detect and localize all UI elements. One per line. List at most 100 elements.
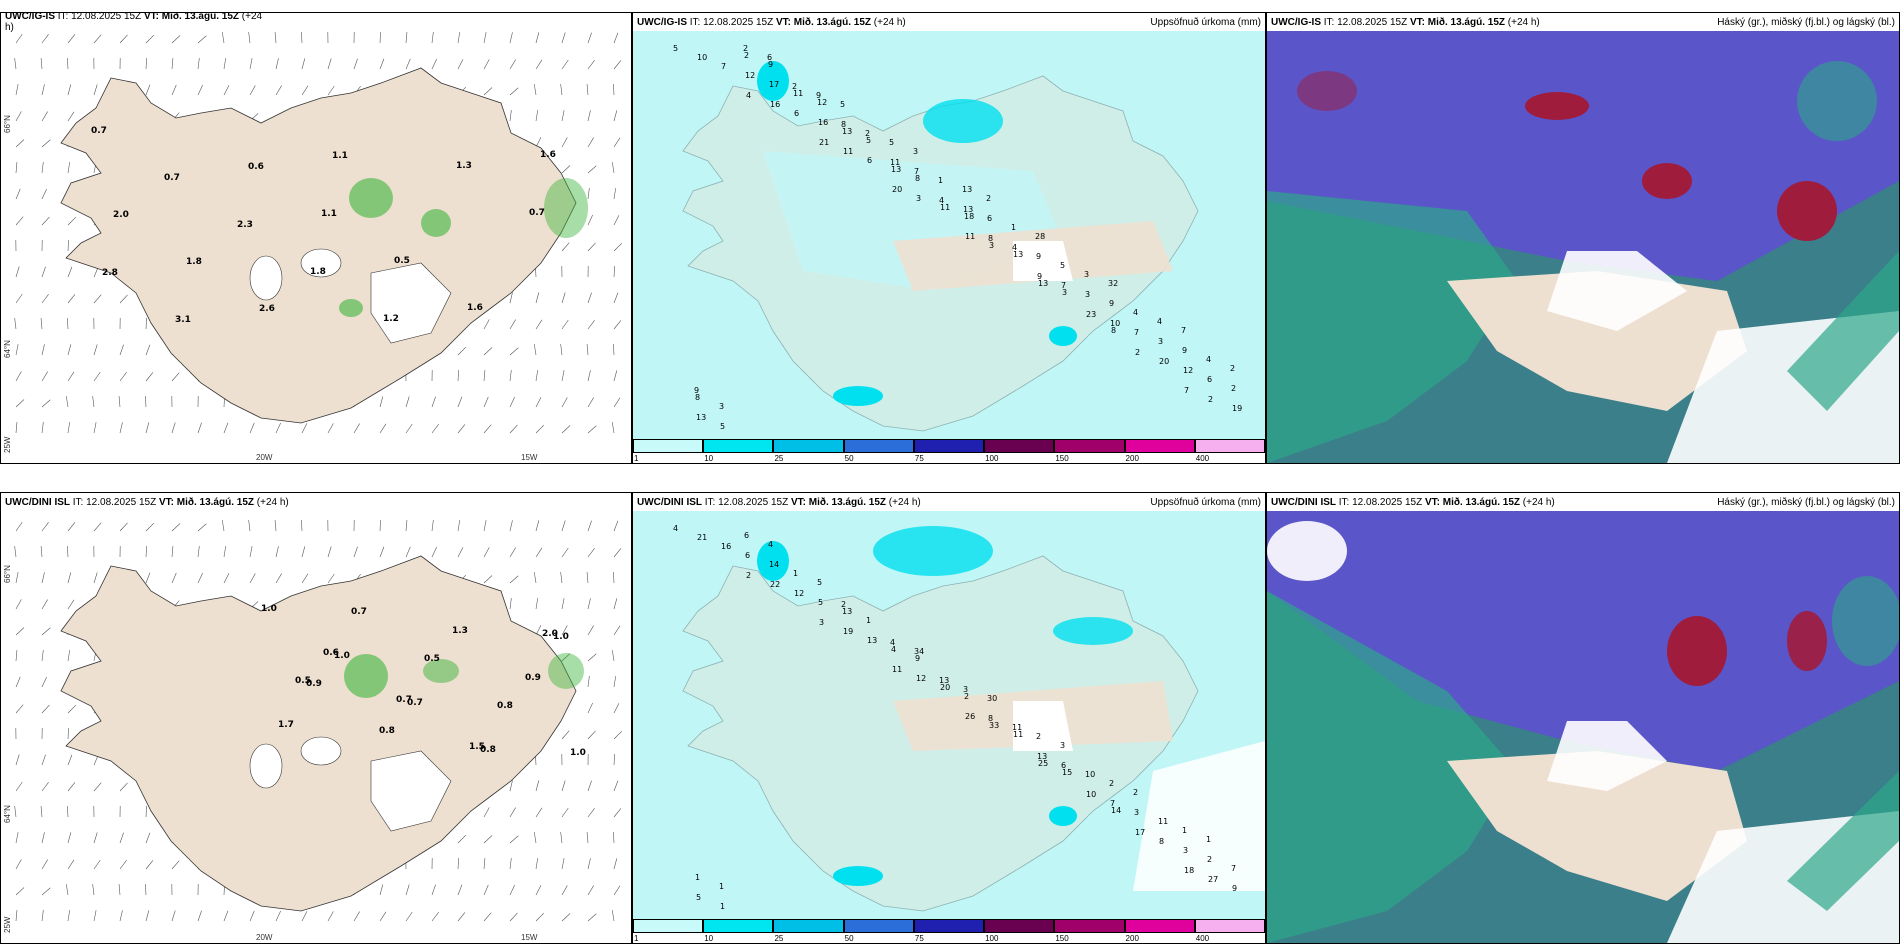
value-label: 13 [696, 413, 706, 422]
wind-barb [15, 188, 21, 200]
value-label: 8 [988, 714, 993, 723]
value-label: 0.7 [396, 695, 412, 705]
value-label: 4 [1206, 355, 1211, 364]
wind-barb [15, 84, 19, 96]
value-label: 1.8 [310, 267, 326, 277]
wind-barb [587, 425, 597, 434]
wind-barb [561, 598, 565, 610]
wind-barb [41, 572, 45, 584]
value-label: 3 [1062, 288, 1067, 297]
wind-barb [41, 84, 45, 96]
wind-barb [611, 910, 615, 922]
wind-barb [509, 87, 519, 96]
value-label: 1.8 [186, 257, 202, 267]
lat-label-64: 64°N [3, 340, 12, 358]
colorbar-swatch [843, 439, 914, 453]
panel-header: UWC/DINI ISL IT: 12.08.2025 15Z VT: Mið.… [637, 497, 921, 508]
wind-barb [41, 599, 48, 610]
value-label: 7 [1184, 386, 1189, 395]
wind-barb [457, 547, 464, 558]
wind-barb [67, 782, 76, 792]
wind-barb [41, 704, 50, 714]
lon-label-25: 25W [3, 436, 12, 453]
wind-barb [197, 910, 202, 922]
wind-barb [275, 58, 279, 70]
value-label: 5 [696, 893, 701, 902]
wind-barb [561, 885, 568, 896]
colorbar-tick: 150 [1055, 934, 1069, 943]
wind-barb [67, 111, 75, 122]
wind-barb [41, 266, 46, 278]
value-label: 1.5 [469, 742, 485, 752]
value-label: 12 [817, 98, 827, 107]
value-label: 20 [1159, 357, 1169, 366]
map-clouds-bottom [1267, 511, 1899, 943]
value-label: 3 [916, 194, 921, 203]
wind-barb [613, 598, 618, 610]
value-label: 21 [697, 533, 707, 542]
wind-barb [405, 884, 410, 896]
wind-barb [587, 676, 590, 688]
wind-barb [67, 34, 76, 44]
value-label: 2 [792, 82, 797, 91]
wind-barb [40, 546, 43, 558]
wind-barb [67, 599, 75, 610]
wind-barb [15, 627, 25, 636]
wind-barb [353, 423, 360, 434]
wind-barb [171, 572, 177, 584]
wind-barb [483, 87, 493, 96]
value-label: 2 [1135, 348, 1140, 357]
value-label: 26 [965, 712, 975, 721]
wind-barb [535, 520, 540, 532]
wind-barb [535, 32, 540, 44]
wind-barb [483, 396, 489, 408]
wind-barb [41, 188, 47, 200]
wind-barb [457, 59, 464, 70]
wind-barb [535, 885, 542, 896]
value-label: 8 [1159, 837, 1164, 846]
value-label: 1.0 [570, 748, 586, 758]
value-label: 0.7 [91, 126, 107, 136]
value-label: 6 [744, 531, 749, 540]
wind-barb [613, 32, 619, 44]
wind-barb [561, 397, 568, 408]
wind-barb [67, 317, 69, 330]
wind-barb [327, 573, 335, 584]
wind-barb [535, 780, 540, 792]
lat-label-64: 64°N [3, 805, 12, 823]
value-label: 11 [892, 665, 902, 674]
wind-barb [613, 571, 615, 584]
wind-barb [223, 573, 230, 584]
value-label: 5 [817, 578, 822, 587]
value-label: 3 [1084, 270, 1089, 279]
value-label: 3 [963, 685, 968, 694]
lon-label-15: 15W [521, 453, 538, 462]
value-label: 2 [1231, 384, 1236, 393]
wind-barb [223, 422, 229, 434]
value-label: 3.1 [175, 315, 191, 325]
value-label: 2 [1036, 732, 1041, 741]
wind-barb [301, 911, 308, 922]
wind-barb [67, 754, 73, 766]
wind-barb [405, 546, 411, 558]
value-label: 11 [940, 203, 950, 212]
precip-title: Uppsöfnuð úrkoma (mm) [1150, 497, 1261, 508]
wind-barb [561, 780, 566, 792]
value-label: 7 [721, 62, 726, 71]
wind-barb [587, 397, 594, 408]
value-label: 12 [1183, 366, 1193, 375]
value-label: 4 [939, 196, 944, 205]
wind-barb [560, 832, 563, 844]
wind-barb [41, 139, 51, 148]
value-label: 9 [1036, 252, 1041, 261]
value-label: 3 [1085, 290, 1090, 299]
wind-barb [15, 422, 18, 434]
colorbar-swatch [1054, 439, 1125, 453]
wind-barb [248, 32, 251, 44]
wind-barb [145, 57, 147, 70]
wind-barb [145, 422, 150, 434]
value-label: 6 [987, 214, 992, 223]
wind-barb [561, 625, 568, 636]
wind-barb [587, 320, 595, 330]
wind-barb [535, 370, 539, 382]
